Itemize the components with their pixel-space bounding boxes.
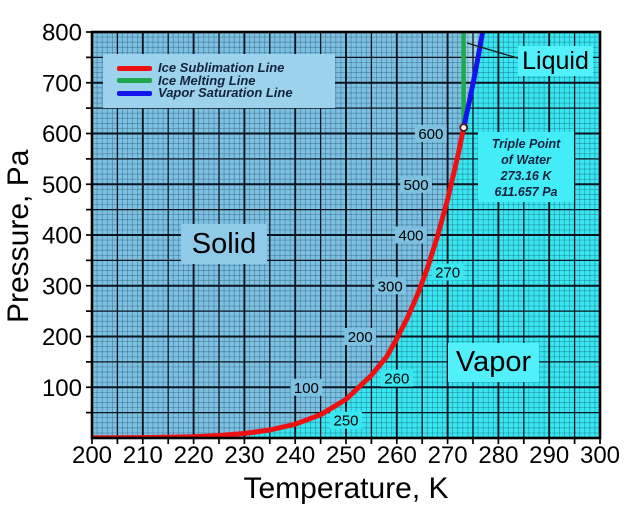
x-tick-label: 220 xyxy=(174,442,214,469)
melting-line-swatch xyxy=(117,78,152,84)
y-axis-title: Pressure, Pa xyxy=(2,149,35,323)
inline-gridline-label: 260 xyxy=(384,371,409,388)
region-label-liquid: Liquid xyxy=(518,46,593,76)
inline-label-patch xyxy=(374,277,407,295)
inline-gridline-label: 200 xyxy=(348,329,373,346)
inline-label-patch xyxy=(414,125,447,142)
region-label-solid: Solid xyxy=(181,224,267,264)
inline-gridline-label: 600 xyxy=(418,126,443,143)
y-tick-label: 700 xyxy=(42,70,82,97)
y-tick-label: 800 xyxy=(42,20,82,47)
inline-gridline-labels: 100 200 300 400 500 600 250 260 270 xyxy=(290,125,464,430)
triple-point-line: Triple Point xyxy=(491,137,561,151)
inline-gridline-label: 250 xyxy=(333,413,358,430)
inline-gridline-label: 100 xyxy=(294,380,319,397)
x-tick-label: 200 xyxy=(72,442,112,469)
sublimation-line-swatch xyxy=(117,65,152,71)
y-tick-label: 100 xyxy=(42,375,82,402)
inline-gridline-label: 500 xyxy=(404,177,429,194)
x-tick-label: 260 xyxy=(377,442,417,469)
x-tick-label: 270 xyxy=(428,442,468,469)
x-axis-title: Temperature, K xyxy=(243,472,449,505)
legend-item-sublimation: Ice Sublimation Line xyxy=(117,60,335,75)
inline-gridline-label: 400 xyxy=(399,228,424,245)
inline-label-patch xyxy=(395,226,427,244)
triple-point-line: 611.657 Pa xyxy=(494,185,558,199)
triple-point-annotation: Triple Point of Water 273.16 K 611.657 P… xyxy=(478,132,574,202)
x-tick-label: 300 xyxy=(580,442,620,469)
inline-label-patch xyxy=(431,263,464,281)
y-tick-label: 300 xyxy=(42,273,82,300)
legend-item-melting: Ice Melting Line xyxy=(117,72,335,88)
x-tick-label: 250 xyxy=(326,442,366,469)
legend-item-saturation: Vapor Saturation Line xyxy=(117,85,335,101)
x-tick-label: 280 xyxy=(478,442,518,469)
x-tick-label: 230 xyxy=(224,442,264,469)
inline-label-patch xyxy=(380,369,413,387)
triple-point-line: 273.16 K xyxy=(500,169,552,183)
inline-label-patch xyxy=(400,175,433,193)
inline-gridline-label: 270 xyxy=(435,265,460,282)
legend-item-label: Ice Melting Line xyxy=(158,72,256,88)
y-tick-label: 500 xyxy=(42,172,82,199)
legend-item-label: Ice Sublimation Line xyxy=(158,60,285,75)
y-tick-label: 400 xyxy=(42,223,82,250)
liquid-label-leader-line xyxy=(466,42,525,61)
saturation-line-swatch xyxy=(117,90,152,96)
y-tick-label: 200 xyxy=(42,324,82,351)
tick-labels: 100 200 300 400 500 600 700 800 200 210 220 230 240 2… xyxy=(42,20,620,470)
legend-item-label: Vapor Saturation Line xyxy=(158,85,293,101)
axis-ticks xyxy=(86,31,601,444)
triple-point-line: of Water xyxy=(501,153,551,167)
triple-point-marker xyxy=(459,123,468,132)
x-tick-label: 290 xyxy=(529,442,569,469)
legend: Ice Sublimation Line Ice Melting Line Va… xyxy=(103,54,335,108)
x-tick-label: 240 xyxy=(275,442,315,469)
inline-label-patch xyxy=(344,328,377,345)
y-tick-label: 600 xyxy=(42,121,82,148)
inline-label-patch xyxy=(330,411,362,429)
region-label-vapor: Vapor xyxy=(448,343,539,382)
inline-gridline-label: 300 xyxy=(378,278,403,295)
inline-label-patch xyxy=(290,378,323,396)
saturation-line xyxy=(461,32,486,131)
x-tick-label: 210 xyxy=(123,442,163,469)
